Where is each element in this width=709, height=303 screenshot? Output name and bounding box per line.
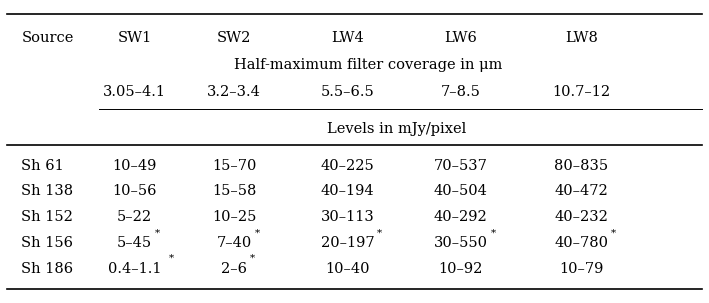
Text: *: * [611,228,616,238]
Text: 15–58: 15–58 [212,185,256,198]
Text: 40–504: 40–504 [434,185,488,198]
Text: 10–79: 10–79 [559,262,603,276]
Text: Sh 156: Sh 156 [21,236,73,250]
Text: 10–25: 10–25 [212,210,256,224]
Text: *: * [255,228,259,238]
Text: 30–550: 30–550 [434,236,488,250]
Text: Levels in mJy/pixel: Levels in mJy/pixel [328,122,467,136]
Text: SW1: SW1 [118,31,152,45]
Text: *: * [250,254,255,263]
Text: 5–22: 5–22 [117,210,152,224]
Text: 5.5–6.5: 5.5–6.5 [320,85,374,99]
Text: 10.7–12: 10.7–12 [552,85,610,99]
Text: 40–225: 40–225 [320,159,374,173]
Text: 5–45: 5–45 [117,236,152,250]
Text: 2–6: 2–6 [221,262,247,276]
Text: *: * [155,228,160,238]
Text: LW6: LW6 [445,31,477,45]
Text: 40–232: 40–232 [554,210,608,224]
Text: 30–113: 30–113 [320,210,374,224]
Text: 3.2–3.4: 3.2–3.4 [207,85,261,99]
Text: Sh 152: Sh 152 [21,210,73,224]
Text: 40–194: 40–194 [320,185,374,198]
Text: 40–780: 40–780 [554,236,608,250]
Text: Sh 186: Sh 186 [21,262,74,276]
Text: 7–40: 7–40 [216,236,252,250]
Text: Half-maximum filter coverage in μm: Half-maximum filter coverage in μm [235,58,503,72]
Text: 7–8.5: 7–8.5 [441,85,481,99]
Text: 80–835: 80–835 [554,159,608,173]
Text: 15–70: 15–70 [212,159,256,173]
Text: Sh 61: Sh 61 [21,159,64,173]
Text: 40–292: 40–292 [434,210,488,224]
Text: Sh 138: Sh 138 [21,185,74,198]
Text: 10–92: 10–92 [439,262,483,276]
Text: 10–56: 10–56 [113,185,157,198]
Text: LW8: LW8 [565,31,598,45]
Text: Source: Source [21,31,74,45]
Text: 70–537: 70–537 [434,159,488,173]
Text: 10–49: 10–49 [113,159,157,173]
Text: 40–472: 40–472 [554,185,608,198]
Text: 3.05–4.1: 3.05–4.1 [104,85,166,99]
Text: SW2: SW2 [217,31,251,45]
Text: 10–40: 10–40 [325,262,369,276]
Text: LW4: LW4 [331,31,364,45]
Text: *: * [491,228,496,238]
Text: *: * [169,254,174,263]
Text: *: * [377,228,382,238]
Text: 0.4–1.1: 0.4–1.1 [108,262,162,276]
Text: 20–197: 20–197 [320,236,374,250]
